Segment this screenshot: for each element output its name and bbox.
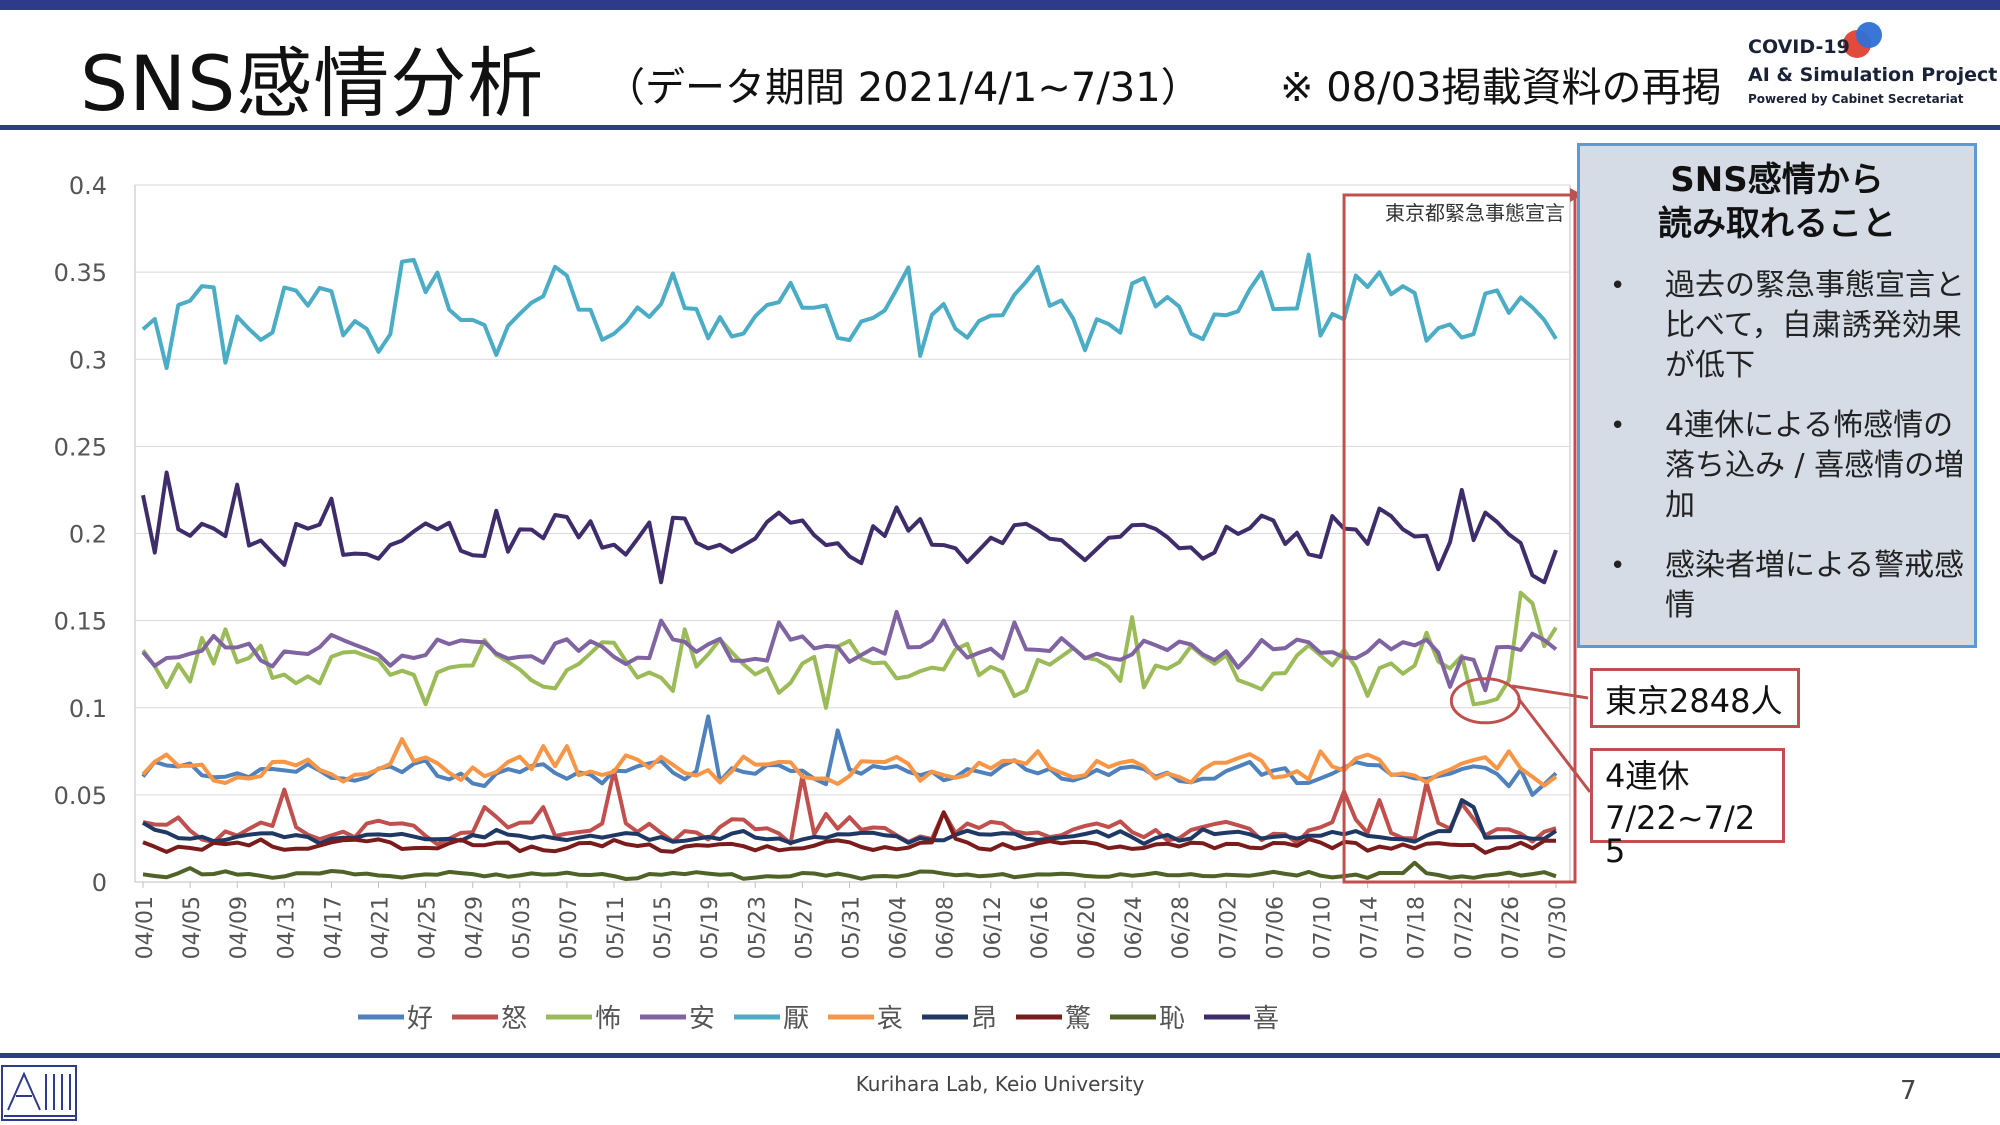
y-tick-label: 0.35 (54, 259, 107, 287)
x-tick-label: 07/06 (1263, 896, 1288, 959)
holiday-callout: 4連休 7/22~7/2 (1590, 748, 1785, 843)
declaration-arrowhead (1570, 188, 1583, 202)
x-tick-label: 05/19 (698, 896, 723, 959)
x-tick-label: 06/16 (1028, 896, 1053, 959)
lab-logo-icon (1, 1065, 77, 1121)
series-line-5 (141, 252, 1558, 370)
legend-label: 恥 (1159, 1004, 1185, 1034)
holiday-callout-line1: 4連休 (1605, 757, 1690, 795)
y-tick-label: 0.4 (69, 172, 107, 200)
x-tick-label: 06/08 (934, 896, 959, 959)
holiday-callout-line2: 7/22~7/2 (1605, 799, 1756, 837)
x-tick-label: 05/27 (792, 896, 817, 959)
footer-rule (0, 1053, 2000, 1058)
x-tick-label: 05/23 (745, 896, 770, 959)
footer-credit: Kurihara Lab, Keio University (855, 1072, 1145, 1096)
legend-label: 哀 (877, 1004, 903, 1034)
emergency-declaration-label: 東京都緊急事態宣言 (1385, 201, 1565, 225)
logo-text-project: AI & Simulation Project (1748, 64, 1998, 86)
insights-list: 過去の緊急事態宣言と比べて，自粛誘発効果が低下 4連休による怖感情の落ち込み /… (1610, 266, 1970, 646)
y-tick-label: 0 (92, 869, 107, 897)
x-tick-label: 04/17 (321, 896, 346, 959)
x-tick-label: 06/24 (1122, 896, 1147, 959)
x-tick-label: 07/30 (1546, 896, 1571, 959)
series-line-10 (141, 470, 1558, 585)
holiday-callout-pointer (1516, 697, 1592, 793)
legend-label: 驚 (1065, 1004, 1091, 1034)
x-tick-label: 05/07 (557, 896, 582, 959)
insight-item: 過去の緊急事態宣言と比べて，自粛誘発効果が低下 (1610, 266, 1970, 386)
series-line-2 (142, 768, 1557, 847)
x-tick-label: 06/20 (1075, 896, 1100, 959)
top-band (0, 0, 2000, 10)
page-subtitle: （データ期間 2021/4/1~7/31） (605, 65, 1201, 111)
legend-label: 安 (689, 1004, 715, 1034)
legend-label: 好 (407, 1004, 433, 1034)
x-tick-label: 04/13 (274, 896, 299, 959)
legend-label: 怖 (595, 1004, 621, 1034)
x-tick-label: 04/25 (416, 896, 441, 959)
insights-title: SNS感情から 読み取れること (1580, 158, 1974, 246)
insights-title-line1: SNS感情から (1670, 160, 1884, 200)
insights-panel: SNS感情から 読み取れること 過去の緊急事態宣言と比べて，自粛誘発効果が低下 … (1577, 143, 1977, 648)
x-tick-label: 07/02 (1216, 896, 1241, 959)
x-tick-label: 05/31 (840, 896, 865, 959)
x-tick-label: 04/29 (463, 896, 488, 959)
x-tick-label: 07/26 (1499, 896, 1524, 959)
x-tick-label: 04/09 (227, 896, 252, 959)
series-line-6 (141, 737, 1558, 788)
series-line-3 (141, 590, 1558, 710)
logo-text-powered: Powered by Cabinet Secretariat (1748, 92, 1964, 106)
legend-label: 昂 (971, 1004, 997, 1034)
y-tick-label: 0.25 (54, 433, 107, 461)
x-tick-label: 05/03 (510, 896, 535, 959)
x-tick-label: 06/12 (981, 896, 1006, 959)
x-tick-label: 04/05 (180, 896, 205, 959)
series-line-9 (142, 860, 1557, 881)
series-line-8 (142, 810, 1556, 855)
cases-callout-pointer (1511, 684, 1589, 700)
series-line-7 (141, 798, 1558, 846)
x-tick-label: 05/15 (651, 896, 676, 959)
insight-item: 感染者増による警戒感情 (1610, 546, 1970, 626)
holiday-callout-line3: 5 (1605, 832, 1626, 870)
emergency-declaration-box (1342, 193, 1577, 884)
logo-text-covid: COVID-19 (1748, 36, 1850, 58)
y-tick-label: 0.05 (54, 782, 107, 810)
tokyo-cases-callout: 東京2848人 (1590, 668, 1800, 728)
project-logo: COVID-19 AI & Simulation Project Powered… (1748, 22, 1997, 112)
insights-title-line2: 読み取れること (1658, 204, 1896, 244)
x-tick-label: 07/14 (1358, 896, 1383, 959)
page-number: 7 (1900, 1076, 1917, 1106)
emotion-line-chart: 0 0.05 0.1 0.15 0.2 0.25 0.3 0.35 0.4 04/01 04/05 0… (54, 172, 1592, 1034)
y-tick-label: 0.2 (69, 521, 107, 549)
title-rule (0, 125, 2000, 130)
y-tick-label: 0.1 (69, 695, 107, 723)
x-tick-label: 07/10 (1311, 896, 1336, 959)
x-tick-label: 06/28 (1169, 896, 1194, 959)
republication-note: ※ 08/03掲載資料の再掲 (1280, 65, 1722, 111)
series-line-4 (141, 609, 1558, 693)
page-title: SNS感情分析 (80, 39, 545, 128)
x-tick-label: 07/18 (1405, 896, 1430, 959)
x-tick-label: 04/21 (369, 896, 394, 959)
x-tick-label: 07/22 (1452, 896, 1477, 959)
legend-label: 怒 (501, 1004, 527, 1034)
x-tick-label: 04/01 (133, 896, 158, 959)
x-tick-label: 05/11 (604, 896, 629, 959)
insight-item: 4連休による怖感情の落ち込み / 喜感情の増加 (1610, 406, 1970, 526)
x-tick-label: 06/04 (887, 896, 912, 959)
legend-label: 喜 (1253, 1004, 1279, 1034)
y-tick-label: 0.15 (54, 608, 107, 636)
y-tick-label: 0.3 (69, 346, 107, 374)
legend-label: 厭 (783, 1004, 809, 1034)
logo-blue-dot (1856, 22, 1882, 48)
